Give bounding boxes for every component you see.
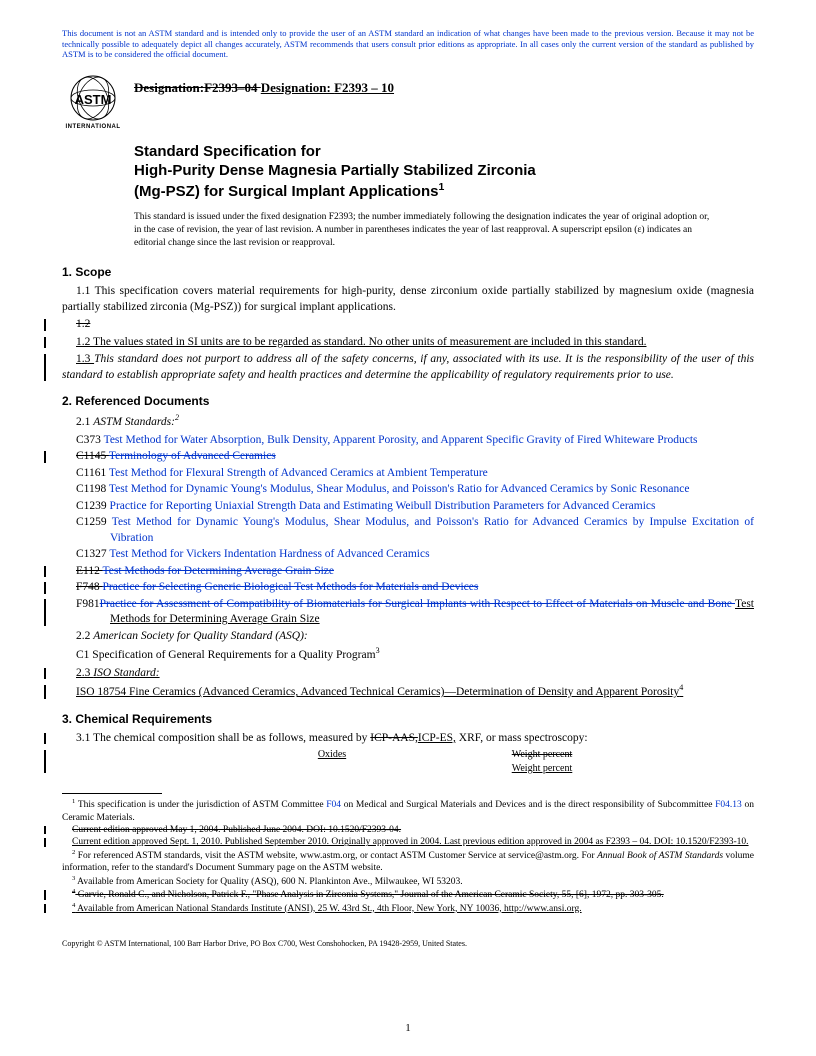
- title-line-1: Standard Specification for: [134, 142, 754, 162]
- footnote-2: 2 For referenced ASTM standards, visit t…: [62, 849, 754, 875]
- para-1-3: 1.3 This standard does not purport to ad…: [62, 352, 754, 383]
- issuance-note: This standard is issued under the fixed …: [134, 211, 754, 249]
- ref-item: C1161 Test Method for Flexural Strength …: [62, 466, 754, 482]
- para-2-1: 2.1 ASTM Standards:2: [62, 413, 754, 430]
- ref-item: C1145 Terminology of Advanced Ceramics: [62, 449, 754, 465]
- footnote-3: 3 Available from American Society for Qu…: [62, 875, 754, 889]
- para-1-2-new: 1.2 The values stated in SI units are to…: [62, 335, 754, 351]
- table-col-oxides: Oxides: [222, 748, 442, 775]
- ref-item: E112 Test Methods for Determining Averag…: [62, 564, 754, 580]
- ref-c1: C1 Specification of General Requirements…: [62, 646, 754, 663]
- logo-brand-text: INTERNATIONAL: [62, 124, 124, 130]
- ref-item: C373 Test Method for Water Absorption, B…: [62, 433, 754, 449]
- page-number: 1: [405, 1022, 411, 1034]
- astm-logo: ASTM INTERNATIONAL: [62, 74, 124, 136]
- designation-line: Designation:F2393–04 Designation: F2393 …: [134, 74, 394, 96]
- section-1-head: 1. Scope: [62, 264, 754, 280]
- para-1-2-struck: 1.2: [62, 317, 754, 333]
- ref-item: C1327 Test Method for Vickers Indentatio…: [62, 547, 754, 563]
- copyright-text: Copyright © ASTM International, 100 Barr…: [62, 939, 754, 950]
- para-1-1: 1.1 This specification covers material r…: [62, 284, 754, 315]
- ref-f981: F981Practice for Assessment of Compatibi…: [62, 597, 754, 628]
- ref-item: C1259 Test Method for Dynamic Young's Mo…: [62, 515, 754, 546]
- designation-new: Designation: F2393 – 10: [261, 80, 394, 95]
- ref-item: F748 Practice for Selecting Generic Biol…: [62, 580, 754, 596]
- designation-old: Designation:F2393–04: [134, 80, 261, 95]
- main-content: 1. Scope 1.1 This specification covers m…: [62, 264, 754, 950]
- footnote-1-new: Current edition approved Sept. 1, 2010. …: [62, 836, 754, 848]
- section-3-head: 3. Chemical Requirements: [62, 711, 754, 727]
- header-row: ASTM INTERNATIONAL Designation:F2393–04 …: [62, 74, 754, 136]
- ref-item: C1198 Test Method for Dynamic Young's Mo…: [62, 482, 754, 498]
- title-line-3: (Mg-PSZ) for Surgical Implant Applicatio…: [134, 181, 754, 202]
- footnote-1: 1 This specification is under the jurisd…: [62, 798, 754, 824]
- footnote-1-struck: Current edition approved May 1, 2004. Pu…: [62, 824, 754, 836]
- ref-item: C1239 Practice for Reporting Uniaxial St…: [62, 499, 754, 515]
- title-block: Standard Specification for High-Purity D…: [134, 142, 754, 202]
- table-header-row: Oxides Weight percent Weight percent: [62, 748, 754, 775]
- disclaimer-text: This document is not an ASTM standard an…: [62, 28, 754, 60]
- section-2-head: 2. Referenced Documents: [62, 393, 754, 409]
- svg-text:ASTM: ASTM: [75, 92, 112, 107]
- title-line-2: High-Purity Dense Magnesia Partially Sta…: [134, 161, 754, 181]
- footnote-4-new: 4 Available from American National Stand…: [62, 902, 754, 916]
- para-3-1: 3.1 The chemical composition shall be as…: [62, 731, 754, 747]
- para-2-2: 2.2 American Society for Quality Standar…: [62, 629, 754, 645]
- table-col-weight: Weight percent Weight percent: [442, 748, 642, 775]
- footnote-rule: [62, 793, 162, 794]
- ref-iso: ISO 18754 Fine Ceramics (Advanced Cerami…: [62, 683, 754, 700]
- footnote-4-struck: 4 Garvie, Ronald C., and Nicholson, Patr…: [62, 888, 754, 902]
- para-2-3: 2.3 ISO Standard:: [62, 666, 754, 682]
